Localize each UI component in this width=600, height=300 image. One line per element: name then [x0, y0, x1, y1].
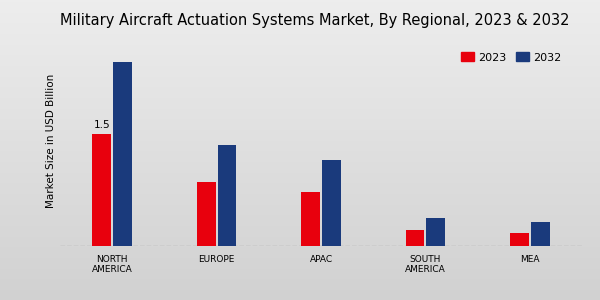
Bar	[218, 145, 236, 246]
Bar	[92, 134, 111, 246]
Bar	[531, 222, 550, 246]
Text: 1.5: 1.5	[94, 120, 110, 130]
Bar	[510, 232, 529, 246]
Legend: 2023, 2032: 2023, 2032	[456, 48, 566, 67]
Bar	[406, 230, 424, 246]
Bar	[427, 218, 445, 246]
Bar	[113, 62, 132, 246]
Bar	[197, 182, 215, 246]
Bar	[301, 192, 320, 246]
Bar	[322, 160, 341, 246]
Text: Military Aircraft Actuation Systems Market, By Regional, 2023 & 2032: Military Aircraft Actuation Systems Mark…	[60, 13, 569, 28]
Y-axis label: Market Size in USD Billion: Market Size in USD Billion	[46, 74, 56, 208]
